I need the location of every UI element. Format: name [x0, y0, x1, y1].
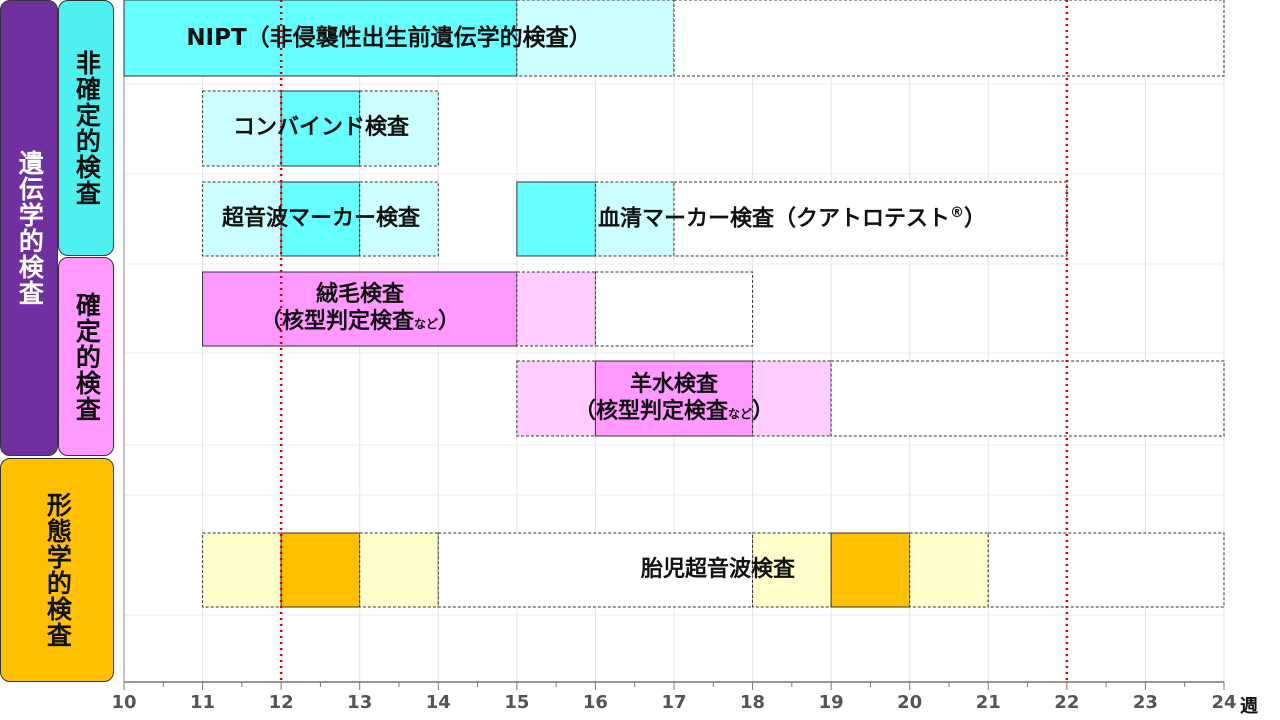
label-combined-text: コンバインド検査	[232, 115, 409, 141]
label-cvs-sub-close: ）	[438, 309, 461, 334]
x-tick-label: 14	[425, 692, 451, 713]
category-nonconfirm: 非確定的検査	[58, 0, 114, 256]
label-serum-marker-text: 血清マーカー検査（クアトロテスト	[598, 206, 951, 232]
label-amnio-sub-line: （核型判定検査など）	[574, 399, 774, 426]
label-amnio-title: 羊水検査	[629, 371, 718, 397]
label-cvs-sub-line: （核型判定検査など）	[260, 309, 460, 336]
bar-row6-seg5	[830, 532, 911, 608]
bar-row2-seg2	[359, 181, 439, 257]
label-cvs-sub-small: など	[413, 317, 438, 331]
bar-row4-seg2	[594, 271, 754, 347]
x-tick-label: 17	[661, 692, 687, 713]
registered-mark: ®	[950, 204, 965, 221]
bar-row3-seg2	[673, 181, 1068, 257]
bar-row2-seg0	[202, 181, 282, 257]
bar-row6-seg1	[280, 532, 361, 608]
label-nipt: NIPT（非侵襲性出生前遺伝学的検査）	[124, 0, 654, 76]
label-serum-marker-line: 血清マーカー検査（クアトロテスト®）	[598, 205, 986, 233]
label-amnio-sub-small: など	[727, 406, 752, 421]
bar-row2-seg1	[280, 181, 361, 257]
bar-row6-seg0	[202, 532, 282, 608]
bar-row1-seg0	[202, 90, 282, 167]
bar-row6-seg2	[359, 532, 439, 608]
bar-row1-seg2	[359, 90, 439, 167]
bar-row3-seg1	[594, 181, 675, 257]
bar-row0-seg1	[516, 0, 675, 77]
x-tick-label: 20	[897, 692, 923, 713]
bar-row0-seg0	[123, 0, 518, 77]
label-fetal-us: 胎児超音波検査	[598, 533, 838, 607]
label-amnio-sub-close: ）	[752, 398, 775, 424]
x-tick-label: 21	[975, 692, 1001, 713]
category-confirm-label: 確定的検査	[72, 291, 102, 422]
label-amnio: 羊水検査 （核型判定検査など）	[517, 361, 831, 436]
bar-row1-seg1	[280, 90, 361, 167]
bar-row6-seg6	[909, 532, 989, 608]
x-tick-label: 19	[818, 692, 844, 713]
category-genetic: 遺伝学的検査	[0, 0, 58, 456]
bar-row5-seg0	[516, 360, 596, 437]
bar-row6-seg3	[437, 532, 754, 608]
label-cvs-title: 絨毛検査	[315, 282, 404, 308]
bar-row0-seg2	[673, 0, 1225, 77]
bar-row5-seg2	[752, 360, 832, 437]
category-morph-label: 形態学的検査	[43, 492, 73, 648]
x-tick-label: 12	[268, 692, 294, 713]
category-confirm: 確定的検査	[58, 257, 114, 456]
x-tick-label: 24	[1211, 692, 1237, 713]
label-fetal-us-text: 胎児超音波検査	[640, 556, 795, 582]
bar-row5-seg1	[594, 360, 754, 437]
bar-row4-seg1	[516, 271, 596, 347]
x-tick-label: 16	[582, 692, 608, 713]
label-amnio-sub: （核型判定検査	[573, 398, 728, 424]
x-tick-label: 23	[1132, 692, 1158, 713]
label-cvs-sub: （核型判定検査	[259, 309, 414, 334]
bar-row3-seg0	[516, 181, 596, 257]
category-nonconfirm-label: 非確定的検査	[72, 50, 102, 206]
x-tick-label: 10	[111, 692, 137, 713]
bar-row5-seg3	[830, 360, 1225, 437]
label-serum-marker-close: ）	[964, 206, 987, 232]
label-cvs: 絨毛検査 （核型判定検査など）	[203, 272, 517, 346]
x-tick-label: 13	[347, 692, 373, 713]
category-genetic-label: 遺伝学的検査	[15, 150, 45, 306]
label-us-marker: 超音波マーカー検査	[203, 182, 439, 256]
label-us-marker-text: 超音波マーカー検査	[221, 205, 420, 231]
x-tick-label: 11	[190, 692, 216, 713]
bar-row4-seg0	[202, 271, 518, 347]
label-serum-marker: 血清マーカー検査（クアトロテスト®）	[598, 182, 998, 256]
x-tick-label: 15	[504, 692, 530, 713]
bar-row6-seg7	[987, 532, 1225, 608]
label-combined: コンバインド検査	[203, 91, 439, 166]
category-morph: 形態学的検査	[0, 458, 114, 682]
label-nipt-text: NIPT（非侵襲性出生前遺伝学的検査）	[186, 24, 592, 51]
x-tick-label: 22	[1054, 692, 1080, 713]
x-axis-unit: 週	[1240, 696, 1258, 717]
x-tick-label: 18	[740, 692, 766, 713]
